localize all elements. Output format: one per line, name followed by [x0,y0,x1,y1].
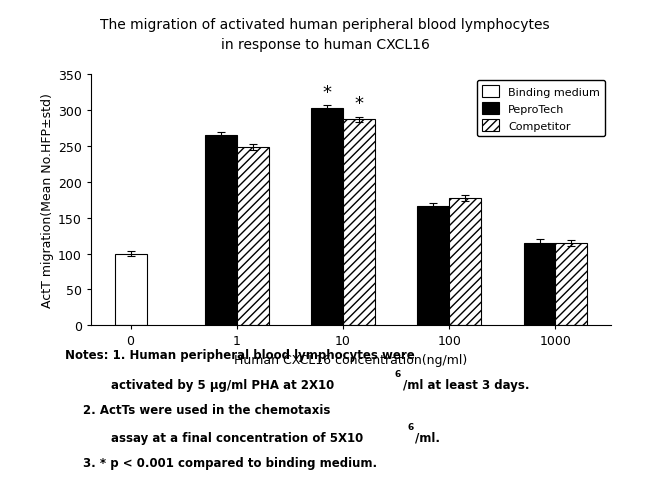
Text: /ml at least 3 days.: /ml at least 3 days. [403,378,530,391]
Text: 2. ActTs were used in the chemotaxis: 2. ActTs were used in the chemotaxis [83,403,331,416]
Text: Notes: 1. Human peripheral blood lymphocytes were: Notes: 1. Human peripheral blood lymphoc… [65,348,415,361]
Text: The migration of activated human peripheral blood lymphocytes: The migration of activated human periphe… [100,18,550,32]
Bar [417,206,449,326]
Bar [311,109,343,326]
Bar [343,120,375,326]
Text: activated by 5 μg/ml PHA at 2X10: activated by 5 μg/ml PHA at 2X10 [111,378,333,391]
Text: *: * [322,84,332,102]
X-axis label: Human CXCL16 concentration(ng/ml): Human CXCL16 concentration(ng/ml) [235,353,467,366]
Y-axis label: ActT migration(Mean No.HFP±std): ActT migration(Mean No.HFP±std) [41,93,54,308]
Bar [524,243,556,326]
Bar [205,136,237,326]
Text: 6: 6 [395,369,401,378]
Bar [114,254,146,326]
Bar [449,198,481,326]
Text: 6: 6 [408,422,414,431]
Text: assay at a final concentration of 5X10: assay at a final concentration of 5X10 [111,431,363,444]
Bar [556,243,588,326]
Text: in response to human CXCL16: in response to human CXCL16 [220,38,430,52]
Text: 3. * p < 0.001 compared to binding medium.: 3. * p < 0.001 compared to binding mediu… [83,456,377,469]
Text: /ml.: /ml. [415,431,439,444]
Text: *: * [354,95,363,113]
Legend: Binding medium, PeproTech, Competitor: Binding medium, PeproTech, Competitor [477,81,605,137]
Bar [237,147,268,326]
